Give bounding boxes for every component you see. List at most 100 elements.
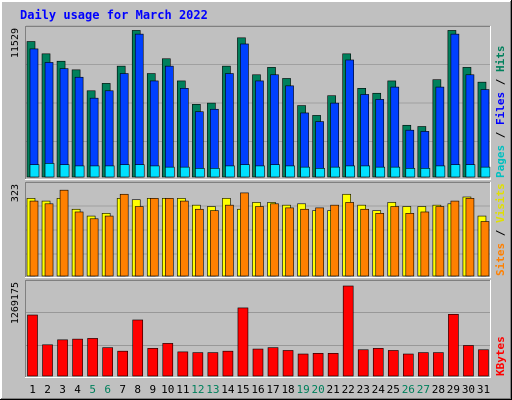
top-legend-part-1: / bbox=[494, 125, 507, 145]
kbytes-bar bbox=[297, 353, 309, 377]
day-label: 18 bbox=[281, 383, 294, 396]
bottom-legend: KBytes bbox=[494, 336, 507, 376]
day-label: 10 bbox=[161, 383, 174, 396]
day-label: 4 bbox=[74, 383, 81, 396]
pages-bar bbox=[164, 166, 175, 178]
sites-bar bbox=[104, 215, 114, 277]
sites-bar bbox=[405, 213, 415, 277]
day-label: 16 bbox=[251, 383, 264, 396]
kbytes-bar bbox=[267, 347, 279, 377]
files-bar bbox=[104, 90, 114, 178]
kbytes-bar bbox=[403, 353, 414, 377]
kbytes-bar bbox=[312, 353, 324, 377]
kbytes-bar bbox=[357, 349, 369, 377]
kbytes-bar bbox=[102, 347, 113, 377]
pages-bar bbox=[405, 168, 416, 178]
pages-bar bbox=[225, 165, 235, 178]
kbytes-bar bbox=[162, 343, 174, 377]
files-bar bbox=[89, 97, 99, 178]
files-bar bbox=[134, 33, 144, 178]
sites-bar bbox=[270, 203, 279, 277]
pages-bar bbox=[29, 164, 40, 178]
sites-bar bbox=[450, 200, 460, 277]
pages-bar bbox=[149, 165, 160, 178]
files-bar bbox=[480, 89, 490, 178]
day-label: 22 bbox=[342, 383, 355, 396]
pages-bar bbox=[270, 164, 280, 178]
sites-bar bbox=[300, 208, 309, 277]
day-label: 11 bbox=[176, 383, 189, 396]
kbytes-bar bbox=[147, 348, 159, 377]
kbytes-bar bbox=[327, 353, 339, 377]
kbytes-bar bbox=[433, 352, 444, 377]
pages-bar bbox=[44, 163, 55, 178]
sites-bar bbox=[89, 218, 99, 277]
files-bar bbox=[375, 99, 385, 178]
pages-bar bbox=[360, 165, 371, 178]
kbytes-bar bbox=[87, 338, 98, 377]
pages-bar bbox=[119, 164, 130, 178]
sites-bar bbox=[164, 198, 174, 277]
chart-panels: 11529 Pages / Files / Hits 323 Sites / Visi… bbox=[10, 25, 507, 378]
kbytes-bar bbox=[478, 349, 489, 377]
sites-bar bbox=[330, 204, 339, 277]
files-bar bbox=[435, 86, 445, 178]
files-bar bbox=[255, 80, 264, 178]
pages-bar bbox=[210, 168, 220, 178]
kbytes-bar bbox=[207, 352, 219, 377]
pages-bar bbox=[300, 166, 310, 178]
pages-bar bbox=[450, 164, 461, 178]
x-axis-day-labels: 1 2 3 4 5 6 7 8 9 10 11 12 13 14 15 16 17 18 19 20 21 22 23 24 2… bbox=[29, 383, 490, 396]
files-bar bbox=[119, 73, 129, 178]
sites-bar bbox=[119, 193, 129, 277]
middle-legend-part-2: Visits bbox=[494, 183, 507, 223]
graph-title: Daily usage for March 2022 bbox=[20, 8, 208, 22]
files-bar bbox=[330, 102, 339, 178]
pages-bar bbox=[104, 165, 115, 178]
sites-bar bbox=[285, 207, 294, 277]
kbytes-bar bbox=[372, 348, 384, 377]
files-bar bbox=[390, 86, 400, 178]
sites-bar bbox=[134, 206, 144, 277]
sites-bar bbox=[180, 200, 189, 277]
sites-bar bbox=[420, 211, 430, 277]
sites-bar bbox=[225, 204, 234, 277]
day-label: 14 bbox=[221, 383, 235, 396]
sites-bar bbox=[29, 200, 39, 277]
day-label: 13 bbox=[206, 383, 219, 396]
day-label: 12 bbox=[191, 383, 204, 396]
pages-bar bbox=[435, 165, 446, 178]
day-label: 21 bbox=[327, 383, 340, 396]
sites-bar bbox=[255, 206, 264, 277]
day-label: 8 bbox=[134, 383, 141, 396]
pages-bar bbox=[74, 165, 85, 178]
kbytes-bar bbox=[57, 339, 68, 377]
day-label: 7 bbox=[119, 383, 126, 396]
pages-bar bbox=[285, 165, 295, 178]
pages-bar bbox=[375, 166, 386, 178]
middle-ymax-label: 323 bbox=[10, 184, 21, 202]
sites-bar bbox=[315, 207, 324, 277]
sites-bar bbox=[480, 221, 490, 277]
visits-sites-panel: 323 Sites / Visits bbox=[10, 181, 507, 278]
day-label: 6 bbox=[104, 383, 111, 396]
day-label: 30 bbox=[462, 383, 475, 396]
top-legend: Pages / Files / Hits bbox=[494, 46, 507, 179]
day-label: 19 bbox=[296, 383, 309, 396]
files-bar bbox=[225, 73, 234, 178]
sites-bar bbox=[465, 198, 475, 277]
day-label: 31 bbox=[477, 383, 490, 396]
bottom-ymax-label: 1269175 bbox=[10, 282, 21, 324]
top-legend-part-0: Pages bbox=[494, 145, 507, 178]
sites-bar bbox=[240, 192, 249, 277]
files-bar bbox=[270, 74, 279, 178]
pages-bar bbox=[465, 164, 476, 178]
kbytes-bar bbox=[72, 338, 83, 377]
files-bar bbox=[59, 68, 69, 178]
day-label: 1 bbox=[29, 383, 36, 396]
kbytes-bar bbox=[27, 314, 38, 377]
day-label: 3 bbox=[59, 383, 66, 396]
day-label: 23 bbox=[357, 383, 370, 396]
day-label: 29 bbox=[447, 383, 460, 396]
